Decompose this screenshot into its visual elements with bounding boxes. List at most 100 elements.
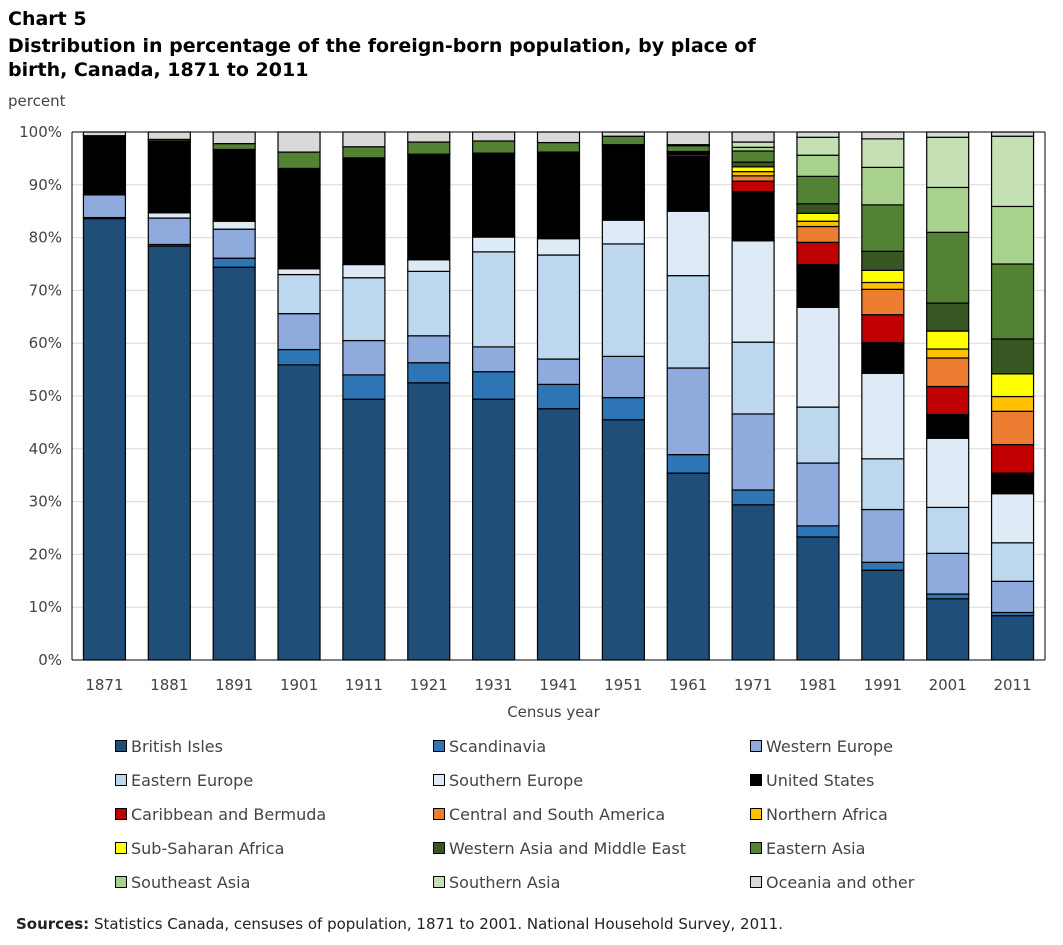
bar-segment [666,454,710,474]
bar-segment [277,151,321,170]
bar-segment [796,536,840,661]
bar-segment [536,383,581,410]
bar-segment [407,382,451,661]
legend-swatch [115,808,127,820]
bar-segment [861,250,905,271]
bar-segment [731,341,775,415]
legend-swatch [433,740,445,752]
bar-segment [277,313,321,351]
x-tick-label: 1911 [345,676,383,694]
bar-segment [601,131,645,137]
legend-label: Sub-Saharan Africa [131,838,285,858]
x-tick-label: 1871 [85,676,123,694]
bar-segment [342,263,386,279]
source-label: Sources: [16,915,90,933]
bar-segment [277,131,321,153]
bar-segment [731,240,775,343]
bar-segment [407,259,451,272]
bar-segment [212,228,256,259]
y-tick-label: 90% [29,176,62,194]
bar-segment [666,275,710,369]
bar-segment [861,458,905,511]
bar-segment [990,395,1035,412]
bar-segment [212,257,256,268]
bar-segment [990,205,1035,265]
bar-segment [472,152,516,238]
bar-segment [731,413,775,491]
legend-swatch [750,808,762,820]
bar-segment [926,186,970,233]
legend-item: Eastern Europe [115,769,253,791]
x-tick-label: 1991 [864,676,902,694]
legend-swatch [433,876,445,888]
legend-label: Central and South America [449,804,666,824]
bar-segment [926,330,970,350]
bar-segment [861,342,905,374]
bar-segment [861,288,905,316]
x-tick-label: 1881 [150,676,188,694]
bar-segment [926,593,970,600]
bar-segment [796,225,840,243]
bar-segment [861,166,905,206]
bar-segment [277,268,321,276]
bar-segment [796,306,840,408]
bar-segment [731,489,775,506]
bar-segment [796,136,840,156]
bar-segment [990,493,1035,544]
y-tick-label: 50% [29,387,62,405]
stacked-bar-chart: 0% 10% 20% 30% 40% 50% 60% 70% 80% 90% 100% 1871 188… [19,123,1046,721]
bar-segment [796,263,840,308]
y-tick-label: 20% [29,545,62,563]
legend-item: Northern Africa [750,803,888,825]
bar-segment [861,204,905,252]
bar-segment [212,143,256,151]
bar-segment [796,154,840,177]
x-tick-label: 1941 [539,676,577,694]
bar-segment [82,135,127,196]
bar-segment [990,131,1035,137]
bar-segment [731,166,775,173]
bar-segment [601,219,645,245]
bar-segment [407,141,451,155]
y-tick-label: 0% [38,651,62,669]
bar-segment [926,552,970,595]
legend-item: Scandinavia [433,735,546,757]
y-tick-label: 100% [19,123,62,141]
bar-segment [342,157,386,266]
bar-segment [861,131,905,140]
bar-segment [277,167,321,270]
bar-segment [796,525,840,538]
bar-segment [82,131,127,137]
legend-label: Western Europe [766,736,893,756]
legend-swatch [115,774,127,786]
legend-item: British Isles [115,735,223,757]
bar-segment [926,598,970,661]
bar-segment [536,408,581,661]
bar-segment [990,472,1035,495]
bar-segment [861,314,905,344]
bar-segment [926,413,970,439]
bar-segment [536,141,581,153]
bar-segment [666,210,710,277]
bar-segment [212,148,256,222]
bar-segment [990,135,1035,208]
bar-segment [926,506,970,554]
legend-label: Southeast Asia [131,872,251,892]
bar-segment [342,277,386,342]
bar-segment [277,273,321,315]
bar-segment [926,231,970,304]
legend-item: Western Asia and Middle East [433,837,686,859]
y-tick-label: 70% [29,281,62,299]
bar-segment [990,338,1035,375]
bar-segment [731,180,775,193]
bar-segment [147,131,191,140]
bar-segment [601,396,645,421]
bar-segment [731,141,775,148]
bar-segment [796,212,840,222]
bar-segment [990,542,1035,582]
bar-segment [147,245,191,661]
bar-segment [536,131,581,144]
bar-segment [342,398,386,661]
x-tick-label: 1901 [280,676,318,694]
bar-segment [861,281,905,290]
